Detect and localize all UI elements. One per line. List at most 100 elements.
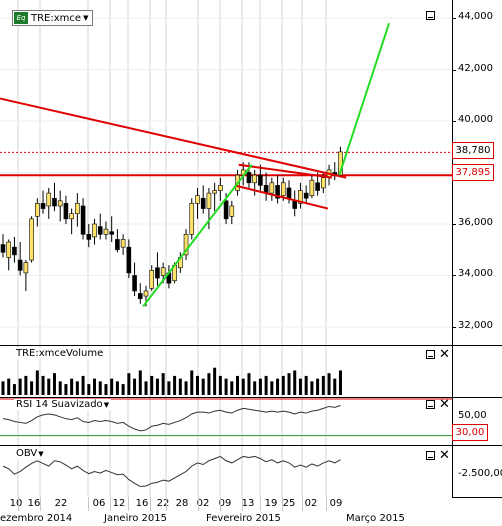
day-label: 06 (92, 498, 106, 509)
volume-bar (150, 375, 154, 395)
minimize-volume-button[interactable] (426, 350, 435, 359)
candle (35, 203, 40, 217)
price-tick-label: 42,000 (458, 62, 493, 74)
price-tick-label: 44,000 (458, 11, 493, 23)
volume-bar (41, 375, 45, 395)
day-label: 09 (218, 498, 232, 509)
day-label: 10 (9, 498, 23, 509)
candle (80, 205, 86, 235)
obv-title-label: OBV (16, 448, 38, 459)
volume-bar (338, 370, 342, 395)
candle (23, 262, 29, 274)
equity-badge: Eq (14, 12, 28, 24)
axis-grid-mark (220, 497, 221, 511)
close-icon[interactable]: ✕ (439, 347, 450, 362)
symbol-legend[interactable]: Eq TRE:xmce ▼ (12, 10, 94, 26)
volume-bar (35, 370, 39, 395)
month-label: ezembro 2014 (0, 513, 73, 524)
candle (52, 197, 57, 207)
candle (223, 200, 229, 220)
close-icon[interactable]: ✕ (439, 448, 450, 463)
price-tick-label: 34,000 (458, 268, 493, 280)
candle (229, 205, 235, 217)
day-label: 22 (54, 498, 68, 509)
candle (195, 195, 200, 204)
pane-divider (0, 445, 502, 446)
volume-bar (144, 381, 148, 395)
candle (200, 197, 206, 209)
volume-bar (98, 381, 102, 395)
volume-pane[interactable] (0, 346, 452, 397)
price-chart-pane[interactable] (0, 0, 452, 345)
minimize-rsi-button[interactable] (426, 400, 435, 409)
rsi-title-label: RSI 14 Suavizado (16, 399, 103, 410)
chevron-down-icon[interactable]: ▼ (103, 401, 110, 409)
pane-divider (0, 345, 502, 346)
volume-bar (241, 378, 245, 395)
axis-grid-mark (110, 497, 111, 511)
obv-tick-label: -2.500,00 (458, 468, 502, 479)
axis-grid-mark (88, 497, 89, 511)
trend-line (238, 163, 333, 179)
candle (155, 267, 160, 279)
axis-grid-mark (302, 497, 303, 511)
volume-bar (258, 378, 262, 395)
volume-bar (30, 381, 34, 395)
volume-bar (270, 381, 274, 395)
day-label: 16 (135, 498, 149, 509)
obv-pane[interactable] (0, 446, 452, 497)
volume-bar (276, 378, 280, 395)
candle (46, 192, 52, 207)
rsi-level-badge: 30,00 (452, 424, 488, 441)
minimize-main-button[interactable] (426, 11, 435, 20)
volume-bar (218, 375, 222, 395)
candle (309, 179, 315, 196)
candle (137, 293, 143, 299)
candle (143, 290, 149, 297)
volume-bar (87, 384, 91, 395)
volume-bar (316, 378, 320, 395)
volume-bar (47, 378, 51, 395)
volume-bar (18, 378, 22, 395)
candle (0, 244, 6, 253)
candle (303, 192, 309, 199)
close-icon[interactable]: ✕ (439, 397, 450, 412)
candle (109, 231, 114, 235)
day-label: 13 (241, 498, 255, 509)
volume-bar (155, 378, 159, 395)
volume-bar (224, 378, 228, 395)
obv-title[interactable]: OBV▼ (14, 448, 46, 459)
volume-bar (236, 375, 240, 395)
trend-line (338, 22, 391, 176)
day-label: 02 (196, 498, 210, 509)
volume-bar (81, 375, 85, 395)
volume-bar (287, 373, 291, 395)
volume-bar (253, 381, 257, 395)
candle (97, 226, 103, 235)
volume-bar (161, 373, 165, 395)
volume-bar (12, 384, 16, 395)
rsi-title[interactable]: RSI 14 Suavizado▼ (14, 399, 112, 410)
candle (321, 177, 326, 189)
price-tick-label: 40,000 (458, 114, 493, 125)
symbol-label: TRE:xmce (31, 12, 82, 24)
volume-title: TRE:xmceVolume (14, 348, 106, 359)
axis-grid-mark (242, 497, 243, 511)
volume-bar (7, 378, 11, 395)
chevron-down-icon[interactable]: ▼ (83, 14, 89, 22)
day-label: 22 (156, 498, 170, 509)
volume-bar (327, 373, 331, 395)
volume-bar (167, 381, 171, 395)
volume-bar (213, 367, 217, 395)
axis-grid-mark (128, 497, 129, 511)
minimize-obv-button[interactable] (426, 451, 435, 460)
time-axis[interactable]: 10 16 22 06 12 16 22 28 02 09 13 19 25 02 09 ezembro 2… (0, 497, 452, 526)
rsi-line (2, 405, 341, 432)
candle (63, 203, 69, 220)
volume-bar (304, 375, 308, 395)
volume-bar (178, 378, 182, 395)
chevron-down-icon[interactable]: ▼ (38, 450, 44, 458)
volume-bar (104, 384, 108, 395)
trend-line (234, 184, 329, 210)
candle (252, 174, 257, 184)
